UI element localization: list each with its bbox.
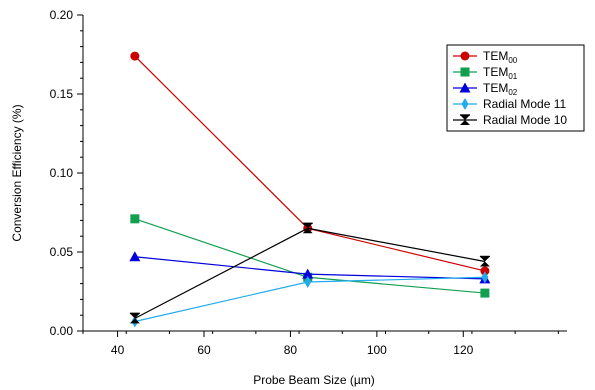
legend-label: TEM01 xyxy=(483,65,518,81)
x-tick-label: 80 xyxy=(284,343,298,357)
data-point xyxy=(129,313,140,324)
y-axis-title: Conversion Efficiency (%) xyxy=(10,104,24,241)
data-point xyxy=(479,256,490,267)
series-line xyxy=(134,55,486,272)
series-layer xyxy=(129,51,491,328)
legend-entry: TEM00 xyxy=(453,49,518,65)
legend-label-name: Radial Mode 11 xyxy=(483,97,566,111)
legend-entry: Radial Mode 11 xyxy=(453,97,566,111)
legend-label-subscript: 01 xyxy=(508,72,517,81)
series-2 xyxy=(129,251,491,284)
legend-label-name: TEM xyxy=(483,65,508,79)
legend-swatch-marker xyxy=(461,98,469,110)
data-point xyxy=(302,268,314,279)
series-0 xyxy=(130,51,490,276)
data-point xyxy=(480,266,490,276)
x-axis-title: Probe Beam Size (µm) xyxy=(253,373,375,387)
y-tick-label: 0.15 xyxy=(50,87,74,101)
legend-entry: TEM01 xyxy=(453,65,518,81)
data-point xyxy=(130,51,140,61)
y-tick-label: 0.20 xyxy=(50,8,74,22)
y-tick-label: 0.05 xyxy=(50,245,74,259)
legend-label-name: TEM xyxy=(483,49,508,63)
legend-swatch-marker xyxy=(460,67,470,77)
legend-label-name: Radial Mode 10 xyxy=(483,113,567,127)
legend-entry: Radial Mode 10 xyxy=(453,113,567,127)
legend-swatch-marker xyxy=(460,115,470,125)
data-point xyxy=(481,271,489,284)
axes: 40 60 80 100 120 0.00 0.05 0.10 0.15 0.20 xyxy=(50,8,567,357)
legend-entry: TEM02 xyxy=(453,81,518,97)
legend-label-subscript: 00 xyxy=(508,56,517,65)
legend-label: TEM02 xyxy=(483,81,518,97)
legend-label: Radial Mode 11 xyxy=(483,97,566,111)
data-point xyxy=(302,223,313,234)
legend-swatch-marker xyxy=(459,82,471,93)
legend-label: Radial Mode 10 xyxy=(483,113,567,127)
x-tick-label: 120 xyxy=(453,343,473,357)
legend-swatch-marker xyxy=(460,51,470,61)
x-tick-label: 60 xyxy=(197,343,211,357)
y-tick-label: 0.00 xyxy=(50,324,74,338)
x-tick-label: 100 xyxy=(367,343,387,357)
data-point xyxy=(480,288,490,298)
data-point xyxy=(130,214,140,224)
legend-label-subscript: 02 xyxy=(508,88,517,97)
y-tick-label: 0.10 xyxy=(50,166,74,180)
legend-label: TEM00 xyxy=(483,49,518,65)
series-4 xyxy=(129,222,490,324)
legend-label-name: TEM xyxy=(483,81,508,95)
x-tick-label: 40 xyxy=(111,343,125,357)
data-point xyxy=(129,251,141,262)
series-3 xyxy=(131,271,489,328)
data-point xyxy=(304,276,312,289)
